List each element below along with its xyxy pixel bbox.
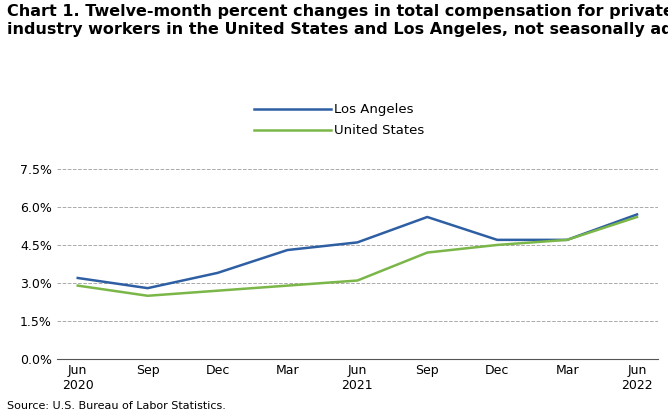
United States xyxy=(73,283,81,288)
Los Angeles xyxy=(144,286,152,291)
United States xyxy=(563,237,571,242)
United States xyxy=(353,278,361,283)
United States xyxy=(633,214,641,219)
United States xyxy=(283,283,291,288)
Los Angeles xyxy=(353,240,361,245)
Los Angeles xyxy=(73,275,81,280)
United States xyxy=(493,242,501,247)
Los Angeles xyxy=(493,237,501,242)
Los Angeles xyxy=(424,214,432,219)
Los Angeles xyxy=(214,271,222,275)
Text: Chart 1. Twelve-month percent changes in total compensation for private
industry: Chart 1. Twelve-month percent changes in… xyxy=(7,4,668,36)
Los Angeles xyxy=(563,237,571,242)
Line: Los Angeles: Los Angeles xyxy=(77,214,637,288)
United States xyxy=(214,288,222,293)
United States xyxy=(424,250,432,255)
Los Angeles xyxy=(633,212,641,217)
Text: Source: U.S. Bureau of Labor Statistics.: Source: U.S. Bureau of Labor Statistics. xyxy=(7,401,226,411)
Los Angeles xyxy=(283,247,291,252)
United States xyxy=(144,293,152,298)
Text: Los Angeles: Los Angeles xyxy=(334,103,413,116)
Text: United States: United States xyxy=(334,123,424,137)
Line: United States: United States xyxy=(77,217,637,296)
